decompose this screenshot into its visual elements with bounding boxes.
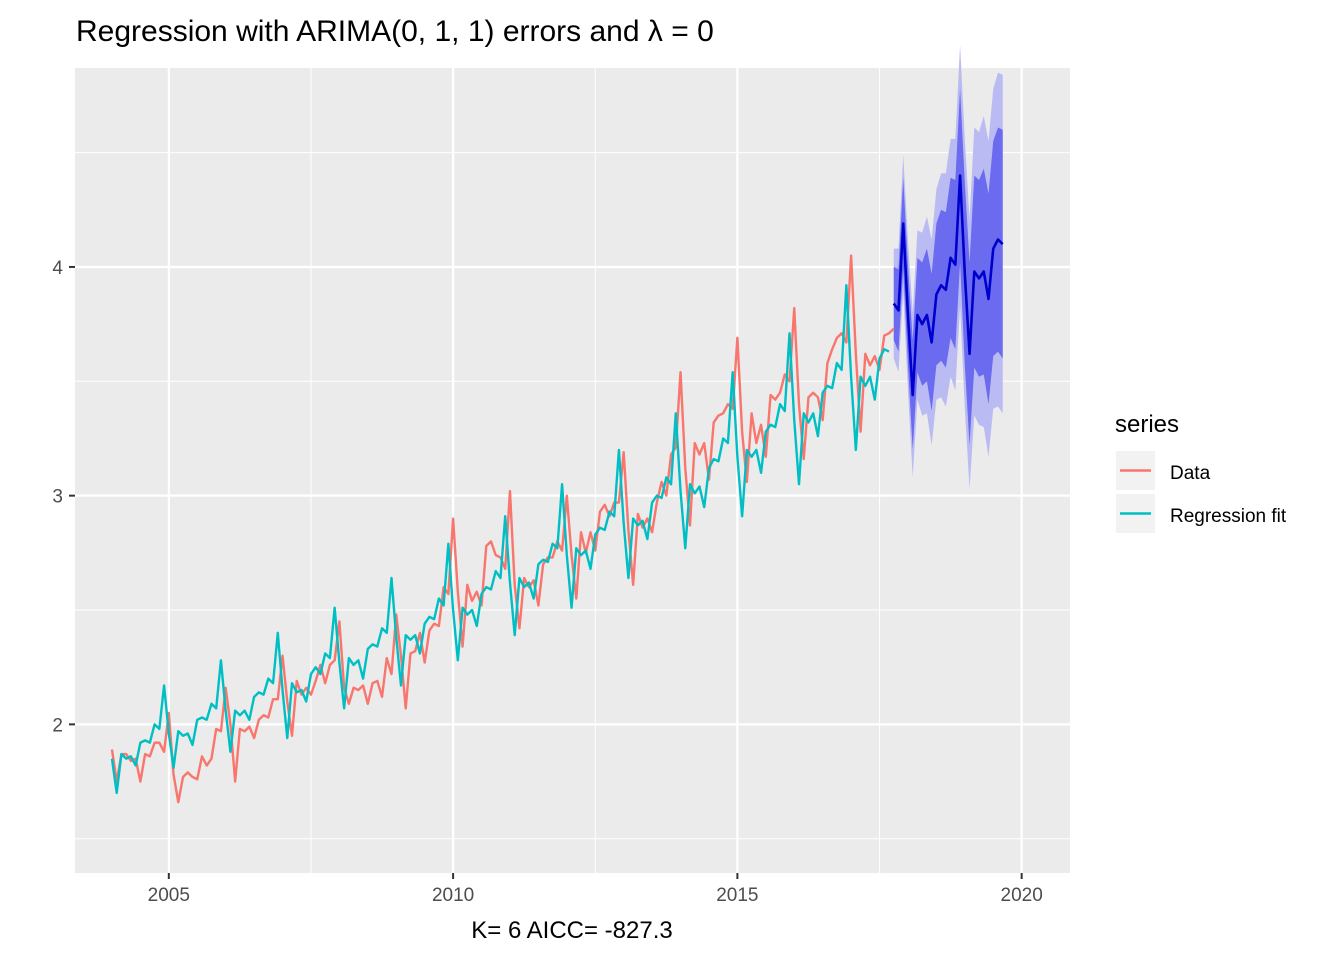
x-tick-label: 2010 (432, 885, 474, 906)
chart-title: Regression with ARIMA(0, 1, 1) errors an… (76, 15, 714, 48)
legend-label-regression-fit: Regression fit (1170, 506, 1287, 527)
y-tick-label: 2 (52, 715, 63, 736)
series-lines (110, 174, 1004, 804)
forecast-line (892, 174, 1004, 397)
series-line-regression-fit (110, 284, 890, 795)
x-axis: 2005 2010 2015 2020 (148, 873, 1043, 906)
x-tick-label: 2015 (716, 885, 758, 906)
legend: series Data Regression fit (1115, 411, 1287, 533)
plot-panel (75, 68, 1070, 873)
y-tick-label: 4 (52, 258, 63, 279)
y-axis: 2 3 4 (52, 258, 75, 736)
x-tick-label: 2005 (148, 885, 190, 906)
x-axis-label: K= 6 AICC= -827.3 (471, 917, 672, 944)
x-tick-label: 2020 (1001, 885, 1043, 906)
legend-label-data: Data (1170, 463, 1211, 484)
series-line-data (110, 254, 895, 804)
minor-gridlines (75, 68, 1070, 873)
y-tick-label: 3 (52, 487, 63, 508)
legend-title: series (1115, 411, 1179, 438)
